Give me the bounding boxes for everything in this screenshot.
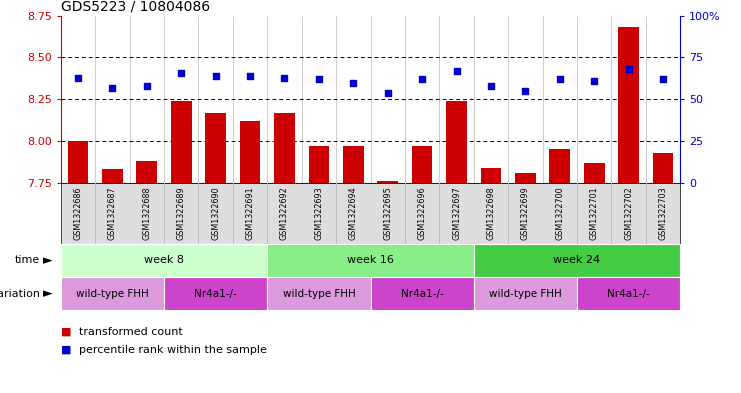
Point bbox=[176, 69, 187, 75]
Bar bbox=[67, 141, 88, 183]
Point bbox=[451, 68, 462, 74]
Text: week 24: week 24 bbox=[554, 255, 600, 265]
Text: GSM1322701: GSM1322701 bbox=[590, 186, 599, 240]
Text: ►: ► bbox=[43, 254, 53, 267]
Text: GSM1322693: GSM1322693 bbox=[314, 186, 323, 240]
Bar bbox=[343, 146, 364, 183]
Bar bbox=[308, 146, 329, 183]
Text: Nr4a1-/-: Nr4a1-/- bbox=[194, 289, 237, 299]
Point bbox=[141, 83, 153, 89]
Text: GSM1322695: GSM1322695 bbox=[383, 186, 392, 240]
Bar bbox=[136, 161, 157, 183]
Text: ►: ► bbox=[43, 287, 53, 300]
Bar bbox=[515, 173, 536, 183]
Text: GDS5223 / 10804086: GDS5223 / 10804086 bbox=[61, 0, 210, 13]
Point bbox=[244, 73, 256, 79]
Text: Nr4a1-/-: Nr4a1-/- bbox=[401, 289, 444, 299]
Text: week 8: week 8 bbox=[144, 255, 184, 265]
Text: GSM1322690: GSM1322690 bbox=[211, 186, 220, 240]
Bar bbox=[274, 112, 295, 183]
Text: ■: ■ bbox=[61, 327, 71, 337]
Point bbox=[416, 76, 428, 82]
Text: percentile rank within the sample: percentile rank within the sample bbox=[79, 345, 268, 355]
Text: GSM1322694: GSM1322694 bbox=[349, 186, 358, 240]
Text: GSM1322703: GSM1322703 bbox=[659, 186, 668, 240]
Text: GSM1322696: GSM1322696 bbox=[418, 186, 427, 240]
Text: GSM1322687: GSM1322687 bbox=[108, 186, 117, 240]
Text: ■: ■ bbox=[61, 345, 71, 355]
Point bbox=[485, 83, 497, 89]
Text: wild-type FHH: wild-type FHH bbox=[489, 289, 562, 299]
Text: genotype/variation: genotype/variation bbox=[0, 289, 40, 299]
Point bbox=[382, 89, 393, 95]
Text: GSM1322698: GSM1322698 bbox=[486, 186, 496, 240]
Bar bbox=[550, 149, 570, 183]
Text: GSM1322692: GSM1322692 bbox=[280, 186, 289, 240]
Text: GSM1322691: GSM1322691 bbox=[245, 186, 255, 240]
Text: Nr4a1-/-: Nr4a1-/- bbox=[607, 289, 650, 299]
Text: transformed count: transformed count bbox=[79, 327, 183, 337]
Point bbox=[107, 84, 119, 91]
Point bbox=[210, 73, 222, 79]
Bar bbox=[481, 168, 501, 183]
Bar bbox=[618, 28, 639, 183]
Point bbox=[657, 76, 669, 82]
Bar bbox=[205, 112, 226, 183]
Bar bbox=[102, 169, 123, 183]
Text: GSM1322702: GSM1322702 bbox=[624, 186, 633, 240]
Text: GSM1322686: GSM1322686 bbox=[73, 186, 82, 240]
Text: GSM1322697: GSM1322697 bbox=[452, 186, 461, 240]
Bar bbox=[446, 101, 467, 183]
Point bbox=[313, 76, 325, 82]
Point bbox=[348, 79, 359, 86]
Point bbox=[554, 76, 565, 82]
Point bbox=[622, 66, 634, 72]
Bar bbox=[412, 146, 433, 183]
Text: wild-type FHH: wild-type FHH bbox=[76, 289, 149, 299]
Text: wild-type FHH: wild-type FHH bbox=[282, 289, 355, 299]
Text: GSM1322700: GSM1322700 bbox=[555, 186, 565, 240]
Text: GSM1322689: GSM1322689 bbox=[176, 186, 186, 240]
Bar bbox=[171, 101, 191, 183]
Text: time: time bbox=[15, 255, 40, 265]
Point bbox=[72, 74, 84, 81]
Text: week 16: week 16 bbox=[347, 255, 394, 265]
Bar bbox=[653, 152, 674, 183]
Bar bbox=[240, 121, 260, 183]
Point bbox=[279, 74, 290, 81]
Point bbox=[588, 78, 600, 84]
Text: GSM1322699: GSM1322699 bbox=[521, 186, 530, 240]
Text: GSM1322688: GSM1322688 bbox=[142, 186, 151, 240]
Bar bbox=[584, 163, 605, 183]
Point bbox=[519, 88, 531, 94]
Bar bbox=[377, 181, 398, 183]
